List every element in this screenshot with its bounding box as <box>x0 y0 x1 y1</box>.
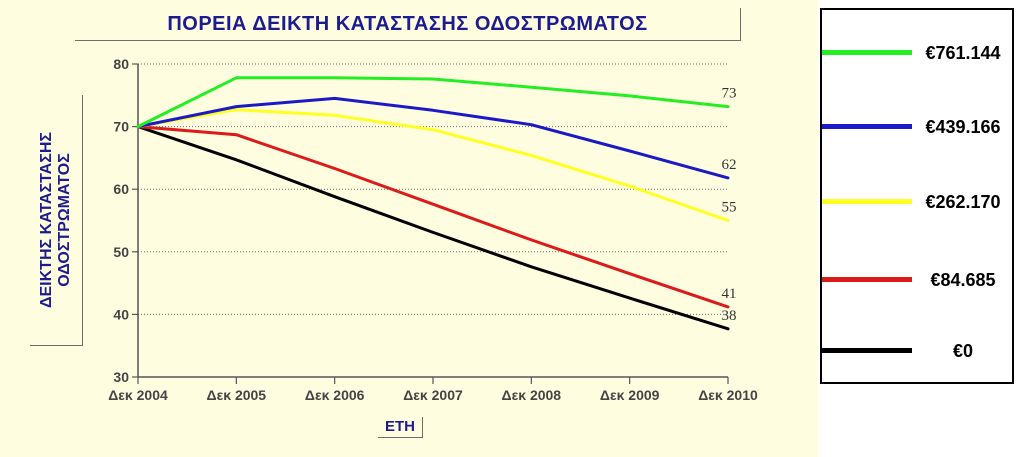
y-tick-label-3: 60 <box>113 181 129 197</box>
series-line-2 <box>136 108 730 222</box>
series-line-4 <box>136 125 730 331</box>
x-tick-label-0: Δεκ 2004 <box>108 387 168 403</box>
legend-item-3: €84.685 <box>822 265 1012 295</box>
x-tick-label-6: Δεκ 2010 <box>698 387 758 403</box>
legend-item-0: €761.144 <box>822 38 1012 68</box>
legend-label-0: €761.144 <box>925 43 1001 63</box>
line-chart: 30 40 50 60 70 80 Δεκ 2004 Δεκ 2005 Δεκ 2006 Δεκ … <box>108 56 758 403</box>
x-tick-label-2: Δεκ 2006 <box>305 387 365 403</box>
y-axis-label-box <box>30 95 83 346</box>
y-tick-label-4: 70 <box>113 119 129 135</box>
chart-panel: ΠΟΡΕΙΑ ΔΕΙΚΤΗ ΚΑΤΑΣΤΑΣΗΣ ΟΔΟΣΤΡΩΜΑΤΟΣ ΔΕ… <box>0 0 818 457</box>
end-value-label-3: 41 <box>722 286 737 302</box>
x-tick-label-3: Δεκ 2007 <box>403 387 463 403</box>
legend: €761.144 €439.166 €262.170 €84.685 €0 <box>820 8 1014 384</box>
legend-item-2: €262.170 <box>822 187 1012 217</box>
legend-item-1: €439.166 <box>822 112 1012 142</box>
y-tick-label-2: 50 <box>113 244 129 260</box>
legend-swatch-2 <box>822 199 912 204</box>
legend-swatch-3 <box>822 277 912 282</box>
series-line-3 <box>136 125 730 309</box>
series-line-1 <box>136 96 730 180</box>
legend-label-1: €439.166 <box>925 117 1001 137</box>
end-value-label-1: 62 <box>722 157 737 173</box>
legend-item-4: €0 <box>822 336 1012 366</box>
legend-swatch-0 <box>822 50 912 55</box>
y-tick-label-1: 40 <box>113 306 129 322</box>
legend-swatch-1 <box>822 124 912 129</box>
x-axis-label: ΕΤΗ <box>378 417 423 438</box>
x-tick-label-1: Δεκ 2005 <box>207 387 267 403</box>
x-tick-label-5: Δεκ 2009 <box>600 387 660 403</box>
legend-swatch-4 <box>822 348 912 353</box>
end-value-label-0: 73 <box>722 86 737 102</box>
end-value-label-4: 38 <box>722 308 737 324</box>
y-tick-label-5: 80 <box>113 56 129 72</box>
y-tick-label-0: 30 <box>113 369 129 385</box>
x-tick-label-4: Δεκ 2008 <box>502 387 562 403</box>
legend-label-3: €84.685 <box>930 270 996 290</box>
legend-label-2: €262.170 <box>925 192 1001 212</box>
chart-title: ΠΟΡΕΙΑ ΔΕΙΚΤΗ ΚΑΤΑΣΤΑΣΗΣ ΟΔΟΣΤΡΩΜΑΤΟΣ <box>75 8 741 41</box>
legend-label-4: €0 <box>952 341 974 361</box>
series-line-0 <box>136 76 730 129</box>
end-value-label-2: 55 <box>722 200 737 216</box>
